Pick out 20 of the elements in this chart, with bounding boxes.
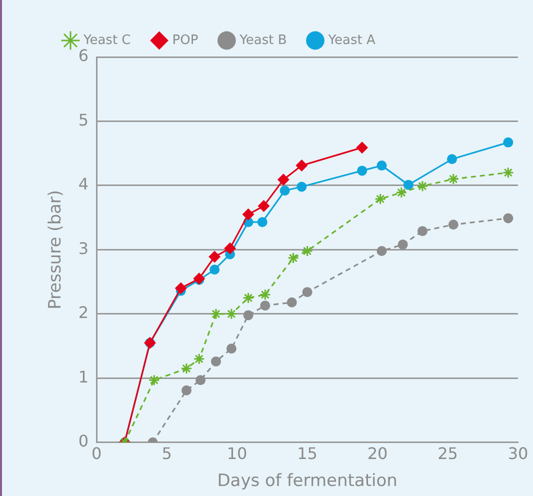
x-tick-label: 25 [438,444,458,464]
x-tick-label: 30 [508,444,528,464]
y-axis-title: Pressure (bar) [46,190,66,310]
x-tick-label: 15 [297,444,318,464]
y-tick-label: 6 [78,46,89,66]
y-tick-label: 0 [78,432,89,451]
x-tick-label: 0 [91,444,102,464]
x-axis-title: Days of fermentation [217,471,398,492]
legend-label: Yeast A [327,32,376,48]
y-tick-label: 5 [78,110,89,130]
x-tick-label: 20 [367,444,388,464]
y-tick-label: 1 [78,367,89,386]
x-tick-label: 5 [162,444,172,464]
y-tick-label: 2 [78,303,89,322]
legend-label: Yeast B [238,32,287,48]
y-tick-label: 3 [78,238,89,258]
legend-label: POP [172,32,198,48]
legend-label: Yeast C [82,32,131,48]
x-tick-label: 10 [226,444,248,464]
y-tick-label: 4 [78,174,89,194]
